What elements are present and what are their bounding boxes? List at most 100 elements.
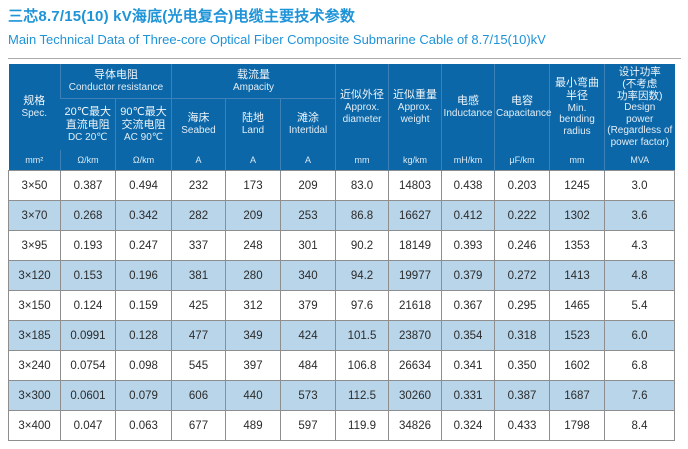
value-cell: 425 — [171, 290, 226, 321]
value-cell: 573 — [279, 380, 337, 411]
value-cell: 209 — [225, 200, 281, 231]
value-cell: 0.272 — [494, 260, 551, 291]
spec-cell: 3×185 — [8, 320, 61, 351]
value-cell: 0.342 — [115, 200, 172, 231]
value-cell: 1602 — [549, 350, 606, 381]
col-header-inductance: 电感 Inductance — [441, 64, 495, 150]
value-cell: 0.063 — [115, 410, 172, 441]
value-cell: 484 — [279, 350, 337, 381]
value-cell: 83.0 — [335, 170, 390, 201]
value-cell: 0.047 — [60, 410, 116, 441]
spec-cell: 3×300 — [8, 380, 61, 411]
unit-cell: Ω/km — [60, 150, 116, 171]
value-cell: 90.2 — [335, 230, 390, 261]
value-cell: 0.222 — [494, 200, 551, 231]
value-cell: 0.0754 — [60, 350, 116, 381]
unit-cell: A — [279, 150, 336, 171]
value-cell: 1302 — [549, 200, 606, 231]
value-cell: 19977 — [388, 260, 443, 291]
value-cell: 8.4 — [604, 410, 676, 441]
value-cell: 1245 — [549, 170, 606, 201]
value-cell: 424 — [279, 320, 337, 351]
value-cell: 0.354 — [441, 320, 496, 351]
value-cell: 209 — [279, 170, 337, 201]
value-cell: 379 — [279, 290, 337, 321]
value-cell: 0.367 — [441, 290, 496, 321]
value-cell: 477 — [171, 320, 226, 351]
unit-cell: A — [225, 150, 281, 171]
table-header: 规格 Spec. 导体电阻 Conductor resistance 载流量 A… — [8, 64, 675, 171]
value-cell: 381 — [171, 260, 226, 291]
value-cell: 280 — [225, 260, 281, 291]
value-cell: 1413 — [549, 260, 606, 291]
unit-cell: Ω/km — [115, 150, 172, 171]
unit-cell: mH/km — [441, 150, 495, 171]
value-cell: 173 — [225, 170, 281, 201]
spec-cell: 3×70 — [8, 200, 61, 231]
value-cell: 340 — [279, 260, 337, 291]
unit-cell: MVA — [604, 150, 675, 171]
value-cell: 6.0 — [604, 320, 676, 351]
value-cell: 23870 — [388, 320, 443, 351]
value-cell: 101.5 — [335, 320, 390, 351]
col-header-capacitance: 电容 Capacitance — [494, 64, 552, 150]
value-cell: 0.438 — [441, 170, 496, 201]
value-cell: 0.247 — [115, 230, 172, 261]
col-header-design-power: 设计功率 (不考虑 功率因数) Design power (Regardless… — [604, 64, 675, 150]
table-row: 3×70 0.268 0.342 282 209 253 86.8 16627 0.412 0.2… — [8, 200, 676, 231]
table-row: 3×150 0.124 0.159 425 312 379 97.6 21618 0.367 0.… — [8, 290, 676, 321]
value-cell: 0.124 — [60, 290, 116, 321]
page-title-zh: 三芯8.7/15(10) kV海底(光电复合)电缆主要技术参数 — [8, 8, 356, 25]
value-cell: 0.098 — [115, 350, 172, 381]
value-cell: 232 — [171, 170, 226, 201]
value-cell: 0.433 — [494, 410, 551, 441]
value-cell: 0.203 — [494, 170, 551, 201]
col-header-intertidal: 滩涂 Intertidal — [279, 98, 336, 150]
value-cell: 0.387 — [494, 380, 551, 411]
value-cell: 337 — [171, 230, 226, 261]
value-cell: 397 — [225, 350, 281, 381]
value-cell: 34826 — [388, 410, 443, 441]
unit-cell: mm — [549, 150, 605, 171]
spec-cell: 3×120 — [8, 260, 61, 291]
value-cell: 97.6 — [335, 290, 390, 321]
value-cell: 253 — [279, 200, 337, 231]
col-header-spec: 规格 Spec. — [8, 64, 61, 150]
value-cell: 0.268 — [60, 200, 116, 231]
value-cell: 86.8 — [335, 200, 390, 231]
table-row: 3×120 0.153 0.196 381 280 340 94.2 19977 0.379 0.… — [8, 260, 676, 291]
value-cell: 21618 — [388, 290, 443, 321]
value-cell: 0.412 — [441, 200, 496, 231]
value-cell: 312 — [225, 290, 281, 321]
value-cell: 0.341 — [441, 350, 496, 381]
spec-cell: 3×400 — [8, 410, 61, 441]
value-cell: 0.393 — [441, 230, 496, 261]
spec-cell: 3×240 — [8, 350, 61, 381]
value-cell: 606 — [171, 380, 226, 411]
value-cell: 7.6 — [604, 380, 676, 411]
value-cell: 3.6 — [604, 200, 676, 231]
value-cell: 248 — [225, 230, 281, 261]
page-title-en: Main Technical Data of Three-core Optica… — [8, 32, 546, 47]
spec-cell: 3×50 — [8, 170, 61, 201]
table-row: 3×185 0.0991 0.128 477 349 424 101.5 23870 0.354… — [8, 320, 676, 351]
value-cell: 0.0991 — [60, 320, 116, 351]
value-cell: 0.196 — [115, 260, 172, 291]
col-header-land: 陆地 Land — [225, 98, 281, 150]
value-cell: 0.387 — [60, 170, 116, 201]
cable-spec-table: 规格 Spec. 导体电阻 Conductor resistance 载流量 A… — [8, 64, 676, 441]
value-cell: 0.318 — [494, 320, 551, 351]
unit-cell: A — [171, 150, 226, 171]
value-cell: 5.4 — [604, 290, 676, 321]
value-cell: 16627 — [388, 200, 443, 231]
table-row: 3×95 0.193 0.247 337 248 301 90.2 18149 0.393 0.2… — [8, 230, 676, 261]
value-cell: 0.379 — [441, 260, 496, 291]
value-cell: 0.331 — [441, 380, 496, 411]
spec-cell: 3×95 — [8, 230, 61, 261]
col-header-ac90: 90℃最大 交流电阻 AC 90℃ — [115, 98, 172, 150]
unit-cell: mm² — [8, 150, 61, 171]
value-cell: 30260 — [388, 380, 443, 411]
table-row: 3×50 0.387 0.494 232 173 209 83.0 14803 0.438 0.2… — [8, 170, 676, 201]
